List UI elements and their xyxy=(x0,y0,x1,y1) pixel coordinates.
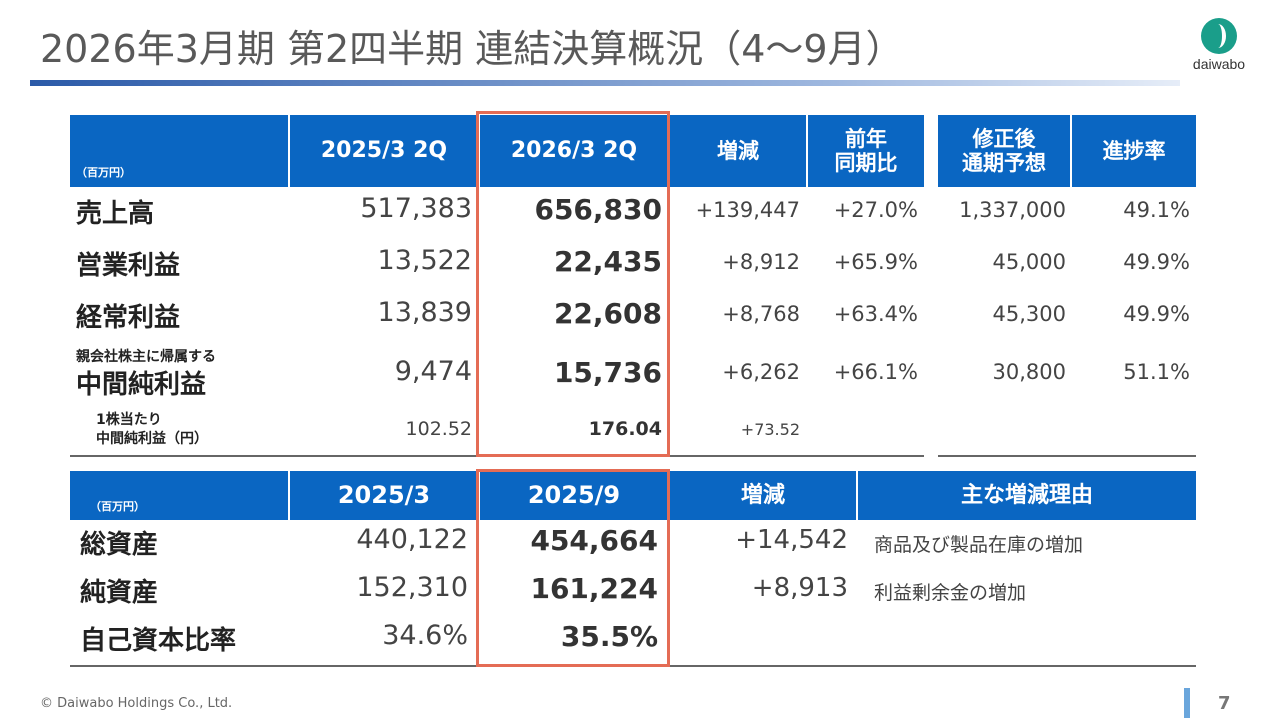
sales-yoy: +27.0% xyxy=(833,198,918,222)
balance-header-reason: 主な増減理由 xyxy=(856,471,1196,520)
net-assets-curr: 161,224 xyxy=(530,572,658,605)
eps-label-line1: 1株当たり xyxy=(96,412,162,428)
operating-yoy: +65.9% xyxy=(833,250,918,274)
net-prev: 9,474 xyxy=(394,356,472,387)
ordinary-yoy: +63.4% xyxy=(833,302,918,326)
income-header-diff: 増減 xyxy=(668,115,806,187)
operating-progress: 49.9% xyxy=(1123,250,1190,274)
eps-prev: 102.52 xyxy=(405,418,472,440)
sales-progress: 49.1% xyxy=(1123,198,1190,222)
balance-header-unit-cell xyxy=(70,471,288,520)
daiwabo-logo-icon xyxy=(1201,18,1237,54)
net-assets-diff: +8,913 xyxy=(751,573,848,603)
net-assets-reason: 利益剰余金の増加 xyxy=(874,582,1027,604)
page-number-bar xyxy=(1184,688,1190,718)
balance-unit-label: （百万円） xyxy=(90,500,145,513)
ordinary-progress: 49.9% xyxy=(1123,302,1190,326)
ordinary-forecast: 45,300 xyxy=(992,302,1066,326)
logo-text: daiwabo xyxy=(1192,56,1246,72)
current-period-highlight-balance xyxy=(476,469,670,667)
income-row-label-operating: 営業利益 xyxy=(76,251,181,281)
balance-header-prev: 2025/3 xyxy=(288,471,478,520)
income-row-label-net: 中間純利益 xyxy=(76,370,207,400)
sales-diff: +139,447 xyxy=(695,198,800,222)
ordinary-diff: +8,768 xyxy=(722,302,800,326)
title-underline xyxy=(30,80,1180,86)
sales-forecast: 1,337,000 xyxy=(959,198,1066,222)
balance-header-diff: 増減 xyxy=(668,471,856,520)
operating-curr: 22,435 xyxy=(553,245,662,278)
total-assets-reason: 商品及び製品在庫の増加 xyxy=(874,534,1084,556)
eps-curr: 176.04 xyxy=(588,418,662,440)
net-progress: 51.1% xyxy=(1123,360,1190,384)
ordinary-prev: 13,839 xyxy=(377,297,472,328)
income-header-progress: 進捗率 xyxy=(1070,115,1196,187)
equity-ratio-prev: 34.6% xyxy=(382,620,468,651)
income-row-label-ordinary: 経常利益 xyxy=(76,303,181,333)
sales-curr: 656,830 xyxy=(534,193,662,226)
page-title: 2026年3月期 第2四半期 連結決算概況（4～9月） xyxy=(40,27,904,71)
total-assets-diff: +14,542 xyxy=(735,525,848,555)
net-diff: +6,262 xyxy=(722,360,800,384)
balance-row-label-equity-ratio: 自己資本比率 xyxy=(80,626,237,656)
income-row-sublabel-net: 親会社株主に帰属する xyxy=(76,349,216,365)
equity-ratio-curr: 35.5% xyxy=(560,620,658,653)
income-header-prev: 2025/3 2Q xyxy=(288,115,478,187)
current-period-highlight-income xyxy=(476,111,670,457)
total-assets-prev: 440,122 xyxy=(356,524,468,555)
page-number: 7 xyxy=(1218,693,1231,714)
company-logo: daiwabo xyxy=(1188,18,1250,78)
income-row-label-sales: 売上高 xyxy=(76,199,155,229)
income-header-curr: 2026/3 2Q xyxy=(478,115,668,187)
operating-prev: 13,522 xyxy=(377,245,472,276)
net-forecast: 30,800 xyxy=(992,360,1066,384)
ordinary-curr: 22,608 xyxy=(553,297,662,330)
copyright: © Daiwabo Holdings Co., Ltd. xyxy=(40,696,233,711)
balance-header-curr: 2025/9 xyxy=(478,471,668,520)
balance-row-label-net-assets: 純資産 xyxy=(80,578,159,608)
forecast-bottom-rule xyxy=(938,455,1196,457)
operating-forecast: 45,000 xyxy=(992,250,1066,274)
sales-prev: 517,383 xyxy=(360,193,472,224)
income-header-forecast: 修正後 通期予想 xyxy=(938,115,1070,187)
eps-diff: +73.52 xyxy=(740,420,800,439)
balance-row-label-total-assets: 総資産 xyxy=(80,530,159,560)
income-unit-label: （百万円） xyxy=(76,166,131,179)
income-header-yoy: 前年 同期比 xyxy=(806,115,924,187)
income-header-unit-cell xyxy=(70,115,288,187)
eps-label-line2: 中間純利益（円） xyxy=(96,431,208,447)
net-curr: 15,736 xyxy=(553,356,662,389)
net-yoy: +66.1% xyxy=(833,360,918,384)
operating-diff: +8,912 xyxy=(722,250,800,274)
total-assets-curr: 454,664 xyxy=(530,524,658,557)
net-assets-prev: 152,310 xyxy=(356,572,468,603)
